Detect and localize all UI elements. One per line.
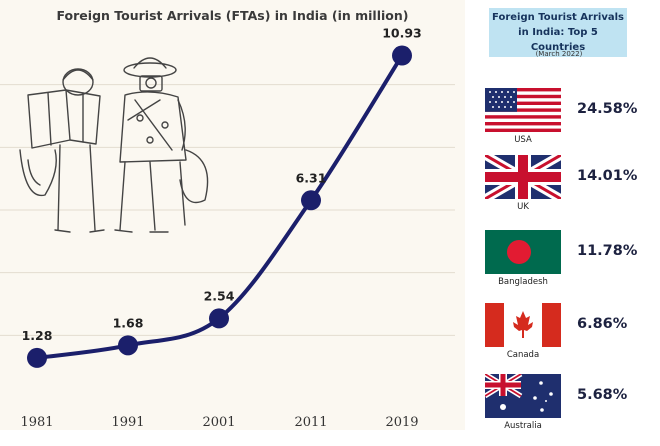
x-tick-label: 1981 xyxy=(20,415,53,430)
chart-panel: Foreign Tourist Arrivals (FTAs) in India… xyxy=(0,0,465,430)
data-points-layer xyxy=(27,45,412,368)
country-row-uk: UK 14.01% xyxy=(485,155,655,227)
top-countries-panel: Foreign Tourist Arrivals in India: Top 5… xyxy=(465,0,660,431)
data-point xyxy=(27,347,47,368)
side-panel-title: Foreign Tourist Arrivals in India: Top 5… xyxy=(489,8,627,57)
data-label: 1.68 xyxy=(113,315,144,330)
country-share: 11.78% xyxy=(577,243,638,259)
country-share: 24.58% xyxy=(577,101,638,117)
x-tick-label: 2011 xyxy=(294,415,327,430)
x-tick-label: 2019 xyxy=(385,415,418,430)
series-line-layer xyxy=(36,54,404,360)
series-line xyxy=(36,54,404,360)
side-panel-subtitle: (March 2022) xyxy=(535,50,583,58)
x-tick-label: 2001 xyxy=(202,415,235,430)
country-share: 6.86% xyxy=(577,316,628,332)
data-labels-layer: 1.28 1.68 2.54 6.31 10.93 xyxy=(22,26,422,343)
data-point xyxy=(301,190,321,211)
data-label: 10.93 xyxy=(382,26,422,41)
usa-flag-icon xyxy=(485,88,561,132)
side-panel-title-line2: in India: Top 5 Countries xyxy=(518,27,598,53)
x-tick-label: 1991 xyxy=(111,415,144,430)
canada-flag-icon xyxy=(485,303,561,347)
side-panel-title-line1: Foreign Tourist Arrivals xyxy=(492,12,624,23)
country-name: Canada xyxy=(506,350,540,360)
country-name: UK xyxy=(517,202,529,212)
line-chart: 1.28 1.68 2.54 6.31 10.93 1981 1991 2001 2011 20… xyxy=(0,26,455,430)
chart-title: Foreign Tourist Arrivals (FTAs) in India… xyxy=(56,8,409,23)
country-row-canada: Canada 6.86% xyxy=(485,303,655,375)
gridlines xyxy=(0,84,455,336)
data-label: 2.54 xyxy=(204,288,235,303)
country-row-bangladesh: Bangladesh 11.78% xyxy=(485,230,655,302)
country-row-usa: USA 24.58% xyxy=(485,88,655,160)
country-share: 14.01% xyxy=(577,168,638,184)
country-share: 5.68% xyxy=(577,387,628,403)
tourists-illustration xyxy=(19,57,209,233)
data-point xyxy=(118,335,138,356)
country-row-australia: Australia 5.68% xyxy=(485,374,655,446)
uk-flag-icon xyxy=(485,155,561,199)
data-label: 1.28 xyxy=(22,328,53,343)
data-point xyxy=(392,45,412,66)
data-label: 6.31 xyxy=(296,170,327,185)
country-name: Australia xyxy=(504,421,542,431)
data-point xyxy=(209,308,229,329)
australia-flag-icon xyxy=(485,374,561,418)
bangladesh-flag-icon xyxy=(485,230,561,274)
x-tick-labels-layer: 1981 1991 2001 2011 2019 xyxy=(20,415,418,430)
country-name: Bangladesh xyxy=(498,277,548,287)
country-name: USA xyxy=(514,135,532,145)
